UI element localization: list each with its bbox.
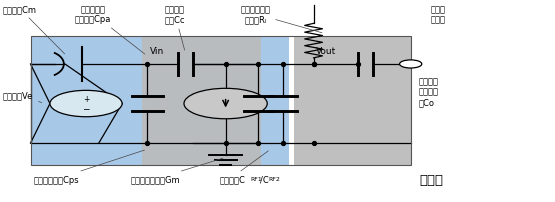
Text: 米勒寄生
电容Cc: 米勒寄生 电容Cc xyxy=(165,5,185,51)
Text: 极化电位Ve: 极化电位Ve xyxy=(3,90,42,103)
Text: 振膜电容Cm: 振膜电容Cm xyxy=(3,5,64,55)
Text: Vin: Vin xyxy=(150,47,164,56)
Text: 射频电容C: 射频电容C xyxy=(219,175,245,184)
Bar xyxy=(142,36,261,166)
Text: −: − xyxy=(82,104,90,113)
Text: 麦克风输出负
载电阻Rₗ: 麦克风输出负 载电阻Rₗ xyxy=(240,5,322,34)
Circle shape xyxy=(50,91,122,117)
Bar xyxy=(31,36,411,166)
Text: 放大器等价跨导Gm: 放大器等价跨导Gm xyxy=(130,158,223,184)
Text: RF2: RF2 xyxy=(268,176,280,181)
Text: 结构寄生电容Cps: 结构寄生电容Cps xyxy=(33,150,144,184)
Text: Vout: Vout xyxy=(316,47,336,56)
Circle shape xyxy=(184,89,267,119)
Text: +: + xyxy=(83,95,89,104)
Bar xyxy=(294,36,411,166)
Text: 麦克风输
出耦合电
容Co: 麦克风输 出耦合电 容Co xyxy=(419,77,439,106)
Text: /C: /C xyxy=(260,175,269,184)
Bar xyxy=(31,36,289,166)
Text: 放大器输入
寄生电容Cpa: 放大器输入 寄生电容Cpa xyxy=(75,5,145,55)
Text: 音频电
压输出: 音频电 压输出 xyxy=(430,5,445,24)
Circle shape xyxy=(400,61,422,69)
Text: 麦克风: 麦克风 xyxy=(419,173,443,186)
Text: RF1: RF1 xyxy=(251,176,263,181)
